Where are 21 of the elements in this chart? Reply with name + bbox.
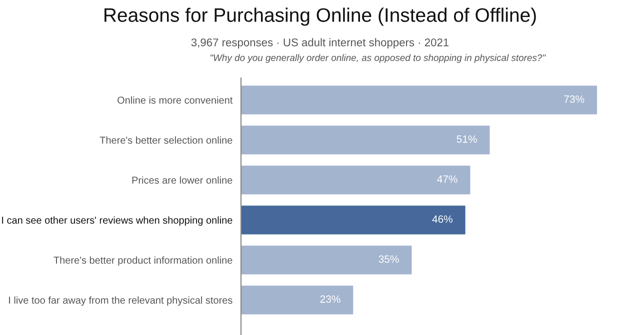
y-tick-label: Online is more convenient — [118, 96, 233, 104]
bar — [241, 206, 466, 234]
data-label: 35% — [378, 255, 399, 263]
chart-subtitle: 3,967 responses · US adult internet shoppers · 2021 — [191, 38, 449, 49]
y-tick-label: There's better product information online — [54, 256, 232, 266]
bar — [241, 166, 470, 194]
data-label: 47% — [437, 175, 458, 183]
bar — [241, 246, 412, 274]
data-label: 51% — [456, 135, 477, 143]
data-label: 23% — [320, 295, 340, 303]
y-tick-label: I can see other users' reviews when shopping online — [2, 216, 232, 226]
chart-title: Reasons for Purchasing Online (Instead of Offline) — [104, 8, 536, 26]
data-label: 46% — [432, 215, 452, 223]
bar — [241, 286, 354, 314]
y-tick-label: Prices are lower online — [132, 176, 232, 184]
text: "Why do you generally order online, as opposed to shopping in physical stores?" — [210, 54, 546, 63]
y-tick-label: I live too far away from the relevant physical stores — [9, 296, 232, 306]
bar — [241, 126, 490, 154]
data-label: 73% — [564, 95, 584, 103]
bar — [241, 86, 597, 114]
y-tick-label: There's better selection online — [100, 136, 232, 144]
